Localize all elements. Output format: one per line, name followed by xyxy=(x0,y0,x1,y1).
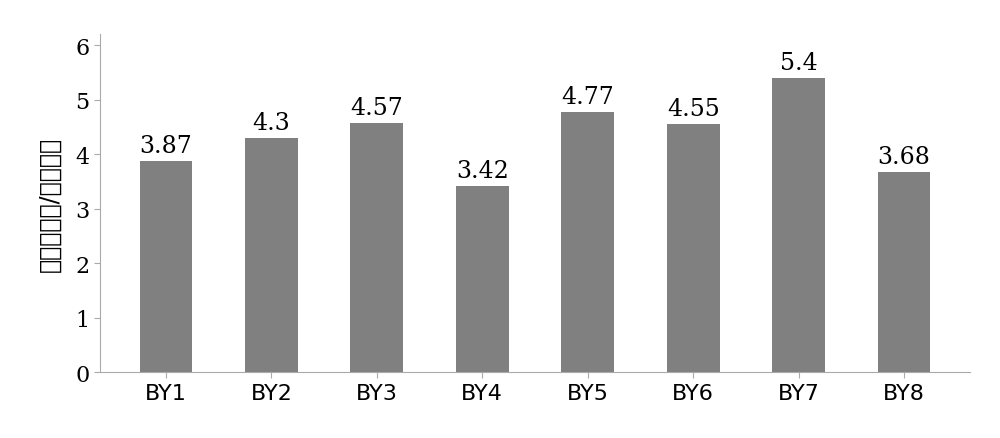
Text: 4.57: 4.57 xyxy=(350,97,403,120)
Y-axis label: 透明圈直径/菌落直径: 透明圈直径/菌落直径 xyxy=(37,136,61,271)
Bar xyxy=(561,113,614,372)
Bar xyxy=(245,138,298,372)
Text: 3.87: 3.87 xyxy=(140,135,192,158)
Text: 3.42: 3.42 xyxy=(456,159,509,183)
Bar xyxy=(456,186,509,372)
Text: 4.77: 4.77 xyxy=(561,86,614,109)
Text: 3.68: 3.68 xyxy=(878,145,931,168)
Bar xyxy=(140,162,192,372)
Text: 4.55: 4.55 xyxy=(667,98,720,121)
Bar xyxy=(667,125,720,372)
Bar xyxy=(350,124,403,372)
Text: 4.3: 4.3 xyxy=(252,112,290,134)
Text: 5.4: 5.4 xyxy=(780,52,818,75)
Bar xyxy=(772,78,825,372)
Bar xyxy=(878,172,930,372)
